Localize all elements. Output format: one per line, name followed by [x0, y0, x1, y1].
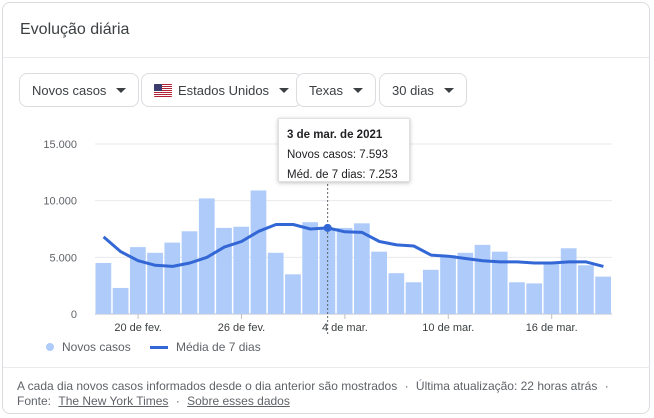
tooltip-date: 3 de mar. de 2021: [287, 129, 383, 141]
bar-daily-cases[interactable]: [457, 252, 474, 314]
bar-daily-cases[interactable]: [405, 282, 422, 314]
footer-line-1: A cada dia novos casos informados desde …: [17, 379, 613, 393]
footer-divider: [3, 367, 650, 368]
y-tick-label: 0: [71, 309, 77, 321]
bar-daily-cases[interactable]: [440, 255, 456, 314]
daily-evolution-card: Evolução diária Novos casos Estados Unid…: [2, 2, 650, 414]
footer-separator: ·: [404, 379, 409, 393]
state-dropdown[interactable]: Texas: [296, 73, 376, 107]
avg-line: [102, 223, 604, 268]
y-tick-label: 10.000: [43, 196, 77, 208]
about-data-link[interactable]: Sobre esses dados: [187, 394, 290, 408]
bar-daily-cases[interactable]: [388, 273, 405, 314]
chevron-down-icon: [279, 87, 290, 93]
bar-daily-cases[interactable]: [509, 282, 525, 314]
bar-daily-cases[interactable]: [319, 229, 336, 314]
bar-daily-cases[interactable]: [95, 263, 112, 314]
country-dropdown[interactable]: Estados Unidos: [141, 73, 303, 107]
bar-swatch-icon: [46, 343, 54, 351]
footer-source-label: Fonte:: [17, 394, 52, 408]
footer-separator: ·: [604, 379, 609, 393]
country-dropdown-label: Estados Unidos: [178, 82, 270, 98]
line-swatch-icon: [150, 345, 168, 349]
bar-daily-cases[interactable]: [595, 276, 611, 314]
bar-daily-cases[interactable]: [578, 265, 594, 314]
bar-daily-cases[interactable]: [560, 248, 577, 314]
bar-daily-cases[interactable]: [491, 251, 508, 314]
bar-daily-cases[interactable]: [164, 242, 181, 314]
footer-note: A cada dia novos casos informados desde …: [17, 379, 398, 393]
bar-daily-cases[interactable]: [336, 227, 353, 314]
y-tick-label: 15.000: [43, 139, 77, 151]
bar-daily-cases[interactable]: [216, 227, 232, 314]
bar-daily-cases[interactable]: [354, 223, 370, 314]
bar-daily-cases[interactable]: [371, 251, 387, 314]
tooltip-cases: Novos casos: 7.593: [287, 149, 389, 161]
range-dropdown[interactable]: 30 dias: [379, 73, 467, 107]
source-link[interactable]: The New York Times: [58, 394, 169, 408]
hover-point: [323, 223, 332, 232]
legend-label-new-cases: Novos casos: [62, 340, 131, 354]
chevron-down-icon: [352, 87, 363, 93]
footer-updated: Última atualização: 22 horas atrás: [415, 379, 598, 393]
bar-daily-cases[interactable]: [267, 252, 284, 314]
bar-daily-cases[interactable]: [147, 252, 163, 314]
bar-daily-cases[interactable]: [250, 190, 267, 314]
state-dropdown-label: Texas: [309, 82, 343, 98]
legend-item-new-cases[interactable]: Novos casos: [46, 340, 131, 354]
range-dropdown-label: 30 dias: [392, 82, 434, 98]
x-tick-label: 20 de fev.: [114, 322, 162, 334]
header-divider: [3, 57, 649, 58]
bar-daily-cases[interactable]: [112, 287, 129, 314]
bar-daily-cases[interactable]: [285, 274, 301, 314]
x-tick-label: 10 de mar.: [422, 322, 474, 334]
bar-daily-cases[interactable]: [302, 222, 319, 314]
x-tick-label: 26 de fev.: [218, 322, 266, 334]
bar-daily-cases[interactable]: [543, 261, 560, 314]
footer-line-2: Fonte: The New York Times · Sobre esses …: [17, 394, 290, 408]
bar-daily-cases[interactable]: [233, 226, 250, 314]
bar-daily-cases[interactable]: [181, 231, 198, 314]
legend-label-7day-average: Média de 7 dias: [176, 340, 261, 354]
metric-dropdown-label: Novos casos: [32, 82, 107, 98]
x-tick-label: 4 de mar.: [322, 322, 368, 334]
card-title: Evolução diária: [20, 21, 130, 38]
footer-separator: ·: [175, 394, 180, 408]
tooltip-average: Méd. de 7 dias: 7.253: [287, 169, 398, 181]
y-tick-label: 5.000: [49, 252, 77, 264]
us-flag-icon: [154, 83, 172, 97]
bar-daily-cases[interactable]: [474, 244, 491, 314]
x-tick-label: 16 de mar.: [526, 322, 578, 334]
chevron-down-icon: [116, 87, 127, 93]
chart-tooltip: 3 de mar. de 2021 Novos casos: 7.593 Méd…: [278, 118, 410, 182]
bar-daily-cases[interactable]: [422, 269, 439, 314]
legend-item-7day-average[interactable]: Média de 7 dias: [150, 340, 261, 354]
metric-dropdown[interactable]: Novos casos: [19, 73, 140, 107]
bar-daily-cases[interactable]: [526, 283, 543, 314]
bar-daily-cases[interactable]: [129, 247, 146, 314]
chevron-down-icon: [443, 87, 454, 93]
